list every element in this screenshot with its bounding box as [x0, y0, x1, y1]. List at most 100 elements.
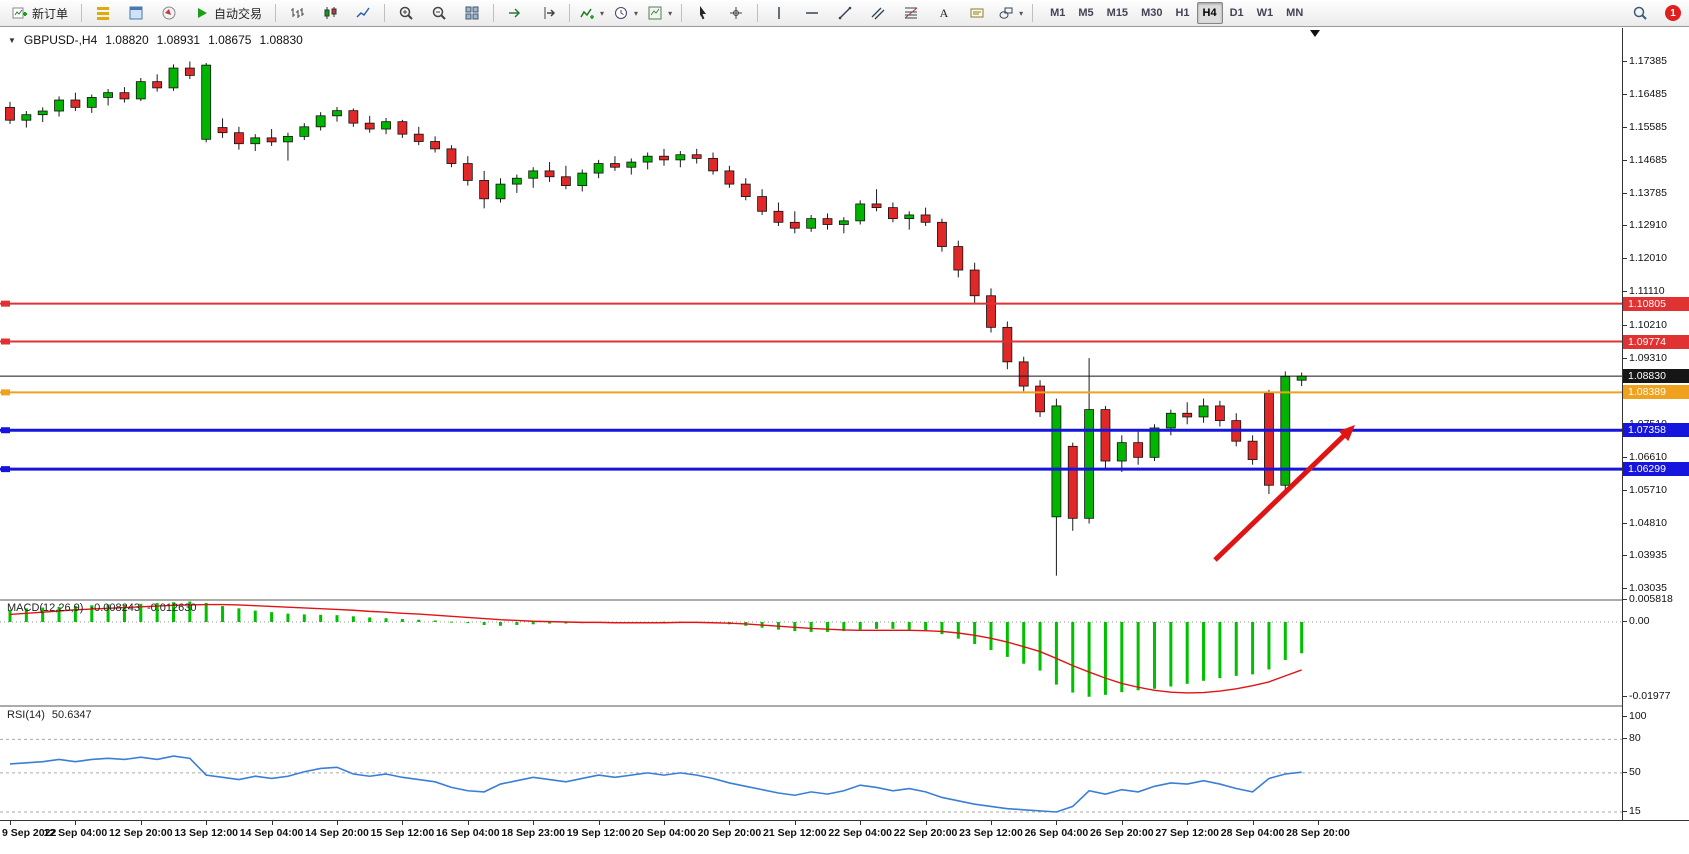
chart-shift-marker[interactable] — [1310, 30, 1320, 37]
bid-price-tag: 1.08830 — [1623, 369, 1689, 384]
timeframe-m1-button[interactable]: M1 — [1050, 7, 1066, 19]
trend-arrow-annotation[interactable] — [1213, 425, 1355, 562]
timeframe-h1-button[interactable]: H1 — [1175, 7, 1190, 19]
macd-bar — [253, 610, 257, 622]
hline-handle[interactable] — [1, 466, 10, 473]
shapes-icon — [999, 7, 1013, 19]
candle — [659, 155, 669, 161]
text-button[interactable]: A — [928, 1, 960, 25]
macd-value-main: -0.008243 — [90, 602, 140, 614]
zoom-out-button[interactable] — [423, 1, 455, 25]
macd-histogram — [8, 601, 1304, 697]
period-clock-button[interactable]: ▾ — [609, 1, 642, 25]
timeframe-d1-button[interactable]: D1 — [1229, 7, 1244, 19]
new-order-button[interactable]: 新订单 — [4, 1, 76, 25]
time-label: 12 Sep 20:00 — [108, 827, 173, 839]
hline-handle[interactable] — [1, 300, 10, 307]
macd-bar — [1283, 622, 1287, 660]
price-tick-label: 1.03935 — [1623, 549, 1667, 561]
macd-bar — [1234, 622, 1238, 676]
timeframe-m15-button[interactable]: M15 — [1106, 7, 1129, 19]
notification-badge[interactable]: 1 — [1665, 5, 1681, 21]
time-label: 14 Sep 20:00 — [305, 827, 369, 839]
text-label-button[interactable] — [961, 1, 993, 25]
tile-windows-button[interactable] — [456, 1, 488, 25]
text-icon: A — [940, 6, 949, 20]
market-watch-button[interactable] — [87, 1, 119, 25]
navigator-button[interactable] — [153, 1, 185, 25]
price-tick-label: 1.17385 — [1623, 55, 1667, 67]
macd-bar — [1153, 622, 1156, 689]
panel-divider[interactable] — [0, 599, 1689, 601]
candle — [757, 196, 767, 212]
macd-label: MACD(12,26,9) -0.008243 -0.012630 — [7, 602, 197, 614]
add-indicator-button[interactable]: ▾ — [575, 1, 608, 25]
panel-divider[interactable] — [0, 705, 1689, 707]
search-button[interactable] — [1624, 1, 1656, 25]
candle — [969, 269, 980, 297]
time-tick — [794, 821, 796, 825]
zoom-in-icon — [399, 6, 413, 20]
timeframe-m5-button[interactable]: M5 — [1078, 7, 1094, 19]
rsi-panel[interactable] — [0, 707, 1622, 820]
crosshair-button[interactable] — [720, 1, 752, 25]
macd-panel[interactable] — [0, 601, 1622, 705]
candle — [1018, 361, 1029, 387]
candle — [299, 126, 310, 137]
candle — [577, 172, 588, 186]
macd-bar — [1169, 622, 1173, 687]
shapes-button[interactable]: ▾ — [994, 1, 1027, 25]
line-chart-button[interactable] — [347, 1, 379, 25]
timeframe-m30-button[interactable]: M30 — [1141, 7, 1163, 19]
macd-bar — [842, 622, 846, 632]
data-window-button[interactable] — [120, 1, 152, 25]
bar-chart-button[interactable] — [281, 1, 313, 25]
price-axis[interactable]: 1.17385 1.16485 1.15585 1.14685 1.13785 1.129… — [1622, 28, 1689, 845]
hline-price-tag: 1.06299 — [1623, 462, 1689, 477]
indicator-icon — [580, 8, 595, 19]
macd-bar — [809, 622, 813, 632]
macd-bar — [73, 606, 77, 622]
navigator-icon — [162, 6, 176, 20]
symbol-dropdown-icon[interactable]: ▼ — [8, 35, 16, 45]
zoom-in-button[interactable] — [390, 1, 422, 25]
timeframe-w1-button[interactable]: W1 — [1256, 7, 1274, 19]
autotrade-button[interactable]: 自动交易 — [186, 1, 270, 25]
macd-bar — [319, 614, 323, 622]
candle — [626, 161, 637, 168]
equidistant-channel-button[interactable] — [862, 1, 894, 25]
timeframe-h4-button[interactable]: H4 — [1196, 2, 1223, 24]
candle — [119, 92, 130, 100]
rsi-label: RSI(14) 50.6347 — [7, 709, 92, 721]
cursor-button[interactable] — [687, 1, 719, 25]
timeframe-mn-button[interactable]: MN — [1286, 7, 1304, 19]
rsi-value: 50.6347 — [51, 709, 92, 721]
toolbar-separator — [384, 4, 386, 22]
candle — [544, 170, 555, 178]
templates-button[interactable]: ▾ — [643, 1, 676, 25]
trendline-button[interactable] — [829, 1, 861, 25]
template-icon — [648, 6, 662, 20]
horizontal-line-button[interactable] — [796, 1, 828, 25]
label-icon — [970, 8, 984, 18]
chart-open: 1.08820 — [105, 33, 149, 47]
candle — [675, 154, 686, 161]
auto-scroll-button[interactable] — [499, 1, 531, 25]
candle — [1035, 385, 1045, 413]
hline-handle[interactable] — [1, 389, 10, 396]
rsi-axis-label: 100 — [1623, 710, 1647, 722]
candle — [1296, 375, 1307, 381]
macd-bar — [858, 622, 862, 630]
hline-handle[interactable] — [1, 427, 10, 434]
hline-handle[interactable] — [1, 338, 10, 345]
chart-shift-button[interactable] — [532, 1, 564, 25]
main-chart[interactable] — [0, 28, 1622, 600]
time-axis[interactable]: 9 Sep 2022 12 Sep 04:00 12 Sep 20:00 13 Sep… — [0, 820, 1689, 846]
search-icon — [1633, 6, 1647, 20]
macd-bar — [1087, 622, 1091, 697]
vertical-line-button[interactable] — [763, 1, 795, 25]
fibonacci-button[interactable] — [895, 1, 927, 25]
candle — [773, 210, 784, 223]
time-label: 22 Sep 04:00 — [828, 827, 893, 839]
candlestick-chart-button[interactable] — [314, 1, 346, 25]
